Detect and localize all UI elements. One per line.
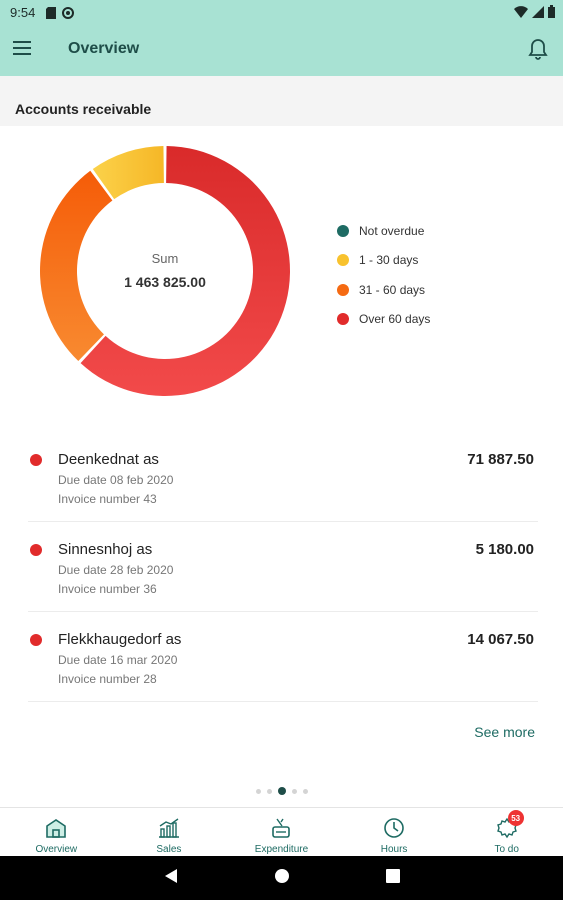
invoice-row[interactable]: Flekkhaugedorf as Due date 16 mar 2020 I… [28, 612, 538, 702]
back-icon[interactable] [164, 868, 178, 889]
page-indicator [0, 787, 563, 795]
hamburger-menu-icon [13, 40, 31, 60]
signal-icon [532, 5, 544, 23]
invoice-number: Invoice number 43 [58, 492, 157, 506]
recents-icon[interactable] [385, 868, 400, 888]
invoice-amount: 14 067.50 [467, 631, 534, 648]
invoice-row[interactable]: Sinnesnhoj as Due date 28 feb 2020 Invoi… [28, 522, 538, 612]
system-navigation-bar [0, 856, 563, 900]
nav-item-overview[interactable]: Overview [0, 808, 113, 856]
nav-label: Expenditure [254, 844, 309, 855]
invoice-amount: 5 180.00 [475, 541, 534, 558]
invoice-number: Invoice number 36 [58, 582, 157, 596]
legend-dot [337, 224, 349, 237]
nav-label: Overview [35, 844, 78, 855]
todo-count-badge: 53 [507, 810, 524, 826]
page-dot[interactable] [291, 788, 297, 794]
section-header: Accounts receivable [0, 76, 563, 126]
status-system-icons [514, 5, 555, 23]
invoice-due-date: Due date 16 mar 2020 [58, 653, 178, 667]
legend-dot [337, 254, 349, 267]
legend-dot [337, 283, 349, 296]
invoice-customer-name: Deenkednat as [58, 451, 159, 468]
chart-sum-value: 1 463 825.00 [124, 274, 206, 290]
chart-icon [156, 816, 182, 840]
status-time: 9:54 [10, 5, 36, 20]
todo-icon: 53 [494, 810, 524, 840]
app-bar: Overview [0, 24, 563, 76]
nav-item-sales[interactable]: Sales [113, 808, 226, 856]
sync-icon [62, 6, 74, 24]
nav-item-hours[interactable]: Hours [338, 808, 451, 856]
invoice-customer-name: Flekkhaugedorf as [58, 631, 182, 648]
page-title: Overview [68, 40, 140, 57]
home-button-icon[interactable] [274, 868, 290, 889]
legend-item-31-60-days: 31 - 60 days [337, 275, 430, 305]
invoice-status-dot [30, 634, 42, 646]
receivables-chart: Sum 1 463 825.00 Not overdue 1 - 30 days… [0, 126, 563, 416]
legend-item-1-30-days: 1 - 30 days [337, 246, 430, 276]
battery-icon [548, 5, 555, 23]
legend-item-over-60-days: Over 60 days [337, 305, 430, 335]
wifi-icon [514, 5, 528, 23]
home-icon [43, 816, 69, 840]
invoice-number: Invoice number 28 [58, 672, 157, 686]
status-bar: 9:54 [0, 0, 563, 24]
legend-label: Not overdue [359, 223, 425, 238]
menu-button[interactable] [8, 36, 36, 64]
invoice-due-date: Due date 08 feb 2020 [58, 473, 174, 487]
page-dot[interactable] [302, 788, 308, 794]
see-more-link[interactable]: See more [474, 724, 535, 740]
page-dot[interactable] [277, 787, 286, 795]
legend-item-not-overdue: Not overdue [337, 216, 430, 246]
nav-item-expenditure[interactable]: Expenditure [225, 808, 338, 856]
expenditure-icon [268, 816, 294, 840]
donut-slice-1-30-days[interactable] [92, 146, 164, 200]
invoice-list: Deenkednat as Due date 08 feb 2020 Invoi… [28, 432, 538, 702]
bell-icon [528, 38, 548, 65]
invoice-row[interactable]: Deenkednat as Due date 08 feb 2020 Invoi… [28, 432, 538, 522]
page-dot[interactable] [255, 788, 261, 794]
status-notification-icons [46, 6, 74, 24]
donut-chart[interactable] [30, 136, 300, 406]
chart-sum-label: Sum [151, 251, 179, 266]
invoice-customer-name: Sinnesnhoj as [58, 541, 153, 558]
legend-dot [337, 313, 349, 326]
nav-label: Hours [380, 844, 408, 855]
section-title: Accounts receivable [15, 101, 152, 117]
clock-icon [381, 816, 407, 840]
legend-label: 31 - 60 days [359, 282, 426, 297]
invoice-status-dot [30, 454, 42, 466]
nav-label: Sales [156, 844, 182, 855]
sd-card-icon [46, 6, 56, 24]
page-dot[interactable] [266, 788, 272, 794]
legend-label: 1 - 30 days [359, 253, 419, 268]
nav-label: To do [494, 844, 519, 855]
donut-slice-over-60-days[interactable] [80, 146, 290, 396]
nav-item-todo[interactable]: 53 To do [450, 808, 563, 856]
invoice-amount: 71 887.50 [467, 451, 534, 468]
invoice-status-dot [30, 544, 42, 556]
chart-legend: Not overdue 1 - 30 days 31 - 60 days Ove… [337, 216, 430, 334]
bottom-navigation: Overview Sales Expenditure Hours 53 To d… [0, 807, 563, 856]
donut-slice-31-60-days[interactable] [39, 170, 113, 362]
notifications-button[interactable] [523, 36, 553, 66]
legend-label: Over 60 days [359, 312, 431, 327]
invoice-due-date: Due date 28 feb 2020 [58, 563, 174, 577]
